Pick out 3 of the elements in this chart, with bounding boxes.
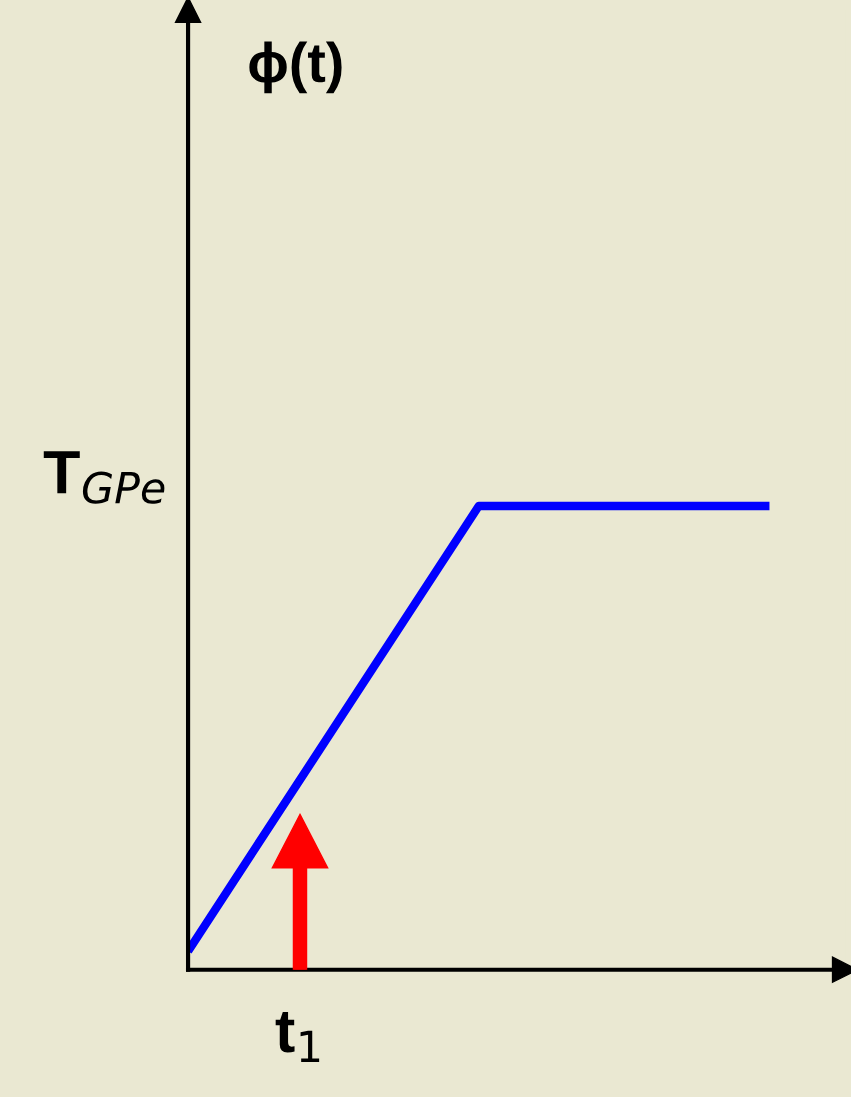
text: ϕ(t) [249, 41, 342, 94]
text: t$_{1}$ [275, 1012, 320, 1062]
text: T$_{GPe}$ [43, 451, 165, 504]
